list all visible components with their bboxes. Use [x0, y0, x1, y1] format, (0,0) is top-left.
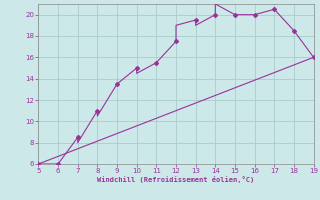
X-axis label: Windchill (Refroidissement éolien,°C): Windchill (Refroidissement éolien,°C) — [97, 176, 255, 183]
